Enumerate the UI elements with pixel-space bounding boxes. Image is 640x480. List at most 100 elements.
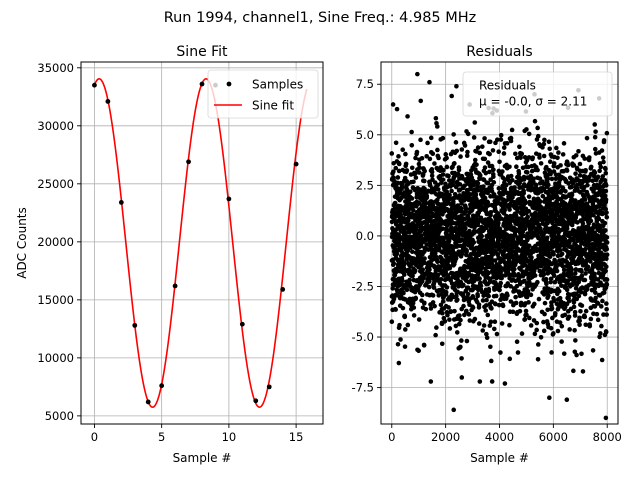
residual-point (420, 267, 426, 272)
residual-point (434, 124, 440, 129)
residual-point (398, 337, 403, 342)
residual-point (603, 228, 608, 233)
residual-point (572, 309, 578, 315)
x-tick-label: 4000 (485, 430, 514, 444)
residual-point (524, 294, 530, 300)
residual-point (507, 356, 513, 362)
residual-point (482, 165, 488, 170)
residual-point (604, 252, 610, 258)
sample-point (253, 398, 259, 404)
residual-point (604, 307, 609, 312)
residual-point (561, 141, 567, 146)
residual-point (573, 285, 579, 291)
residual-point (400, 278, 405, 284)
residual-point (465, 291, 471, 297)
residual-point (422, 256, 427, 261)
residual-point (535, 279, 540, 285)
sample-point (145, 399, 151, 405)
residual-point (453, 323, 459, 329)
residual-point (578, 289, 584, 295)
residual-point (604, 256, 609, 262)
residual-point (555, 328, 561, 334)
residual-point (523, 200, 528, 206)
residual-point (416, 161, 422, 167)
residual-point (592, 122, 598, 127)
residual-point (499, 321, 505, 326)
y-tick-label: 5000 (45, 409, 74, 423)
sine-fit-line (93, 78, 308, 408)
sample-point (199, 81, 205, 87)
residual-point (497, 287, 502, 293)
residual-point (427, 267, 432, 272)
residual-point (402, 344, 408, 349)
legend-label-sine-fit: Sine fit (252, 99, 294, 113)
residual-point (475, 145, 481, 150)
residual-point (604, 301, 609, 306)
residual-point (496, 186, 502, 191)
residual-point (425, 140, 430, 146)
residual-point (532, 331, 538, 337)
residual-point (559, 339, 564, 344)
residual-point (601, 138, 607, 143)
residual-point (423, 306, 429, 312)
residual-point (418, 98, 424, 104)
residual-point (482, 156, 488, 162)
residual-point (465, 149, 470, 155)
residual-point (569, 211, 575, 217)
residual-point (541, 328, 547, 334)
residual-point (512, 266, 517, 272)
residual-point (487, 169, 492, 175)
residual-point (563, 189, 568, 194)
residual-point (458, 317, 463, 323)
residual-point (400, 147, 406, 153)
residual-point (460, 251, 465, 256)
residual-point (430, 247, 436, 253)
residual-point (458, 154, 463, 159)
residual-point (462, 229, 468, 234)
figure-title: Run 1994, channel1, Sine Freq.: 4.985 MH… (164, 10, 477, 26)
residual-point (393, 165, 399, 171)
x-tick-label: 8000 (593, 430, 622, 444)
residual-point (489, 306, 494, 311)
residual-point (412, 268, 418, 273)
residual-point (491, 192, 497, 197)
residual-point (521, 190, 527, 196)
residual-point (603, 197, 609, 203)
residual-point (546, 182, 551, 188)
residual-point (573, 171, 578, 176)
residual-point (577, 161, 583, 167)
residual-point (451, 407, 457, 413)
residual-point (593, 290, 598, 295)
sample-point (172, 283, 178, 289)
sample-point (186, 159, 191, 165)
y-tick-label: 30000 (37, 119, 74, 133)
residual-point (429, 169, 435, 175)
residual-point (554, 268, 560, 274)
residual-point (563, 194, 569, 200)
residual-point (559, 251, 565, 257)
residual-point (476, 302, 482, 307)
residual-point (569, 192, 575, 198)
residual-point (522, 278, 527, 284)
legend-marker-samples (226, 81, 232, 87)
x-axis-label: Sample # (173, 451, 232, 465)
residual-point (508, 299, 514, 304)
residual-point (561, 351, 567, 356)
residual-point (514, 164, 519, 169)
residual-point (574, 352, 579, 358)
residual-point (403, 151, 408, 157)
residual-point (572, 271, 578, 276)
residual-point (579, 351, 584, 357)
residual-point (571, 162, 577, 168)
residual-point (527, 315, 532, 321)
residual-point (599, 357, 605, 363)
residual-point (526, 279, 532, 284)
x-tick-label: 0 (91, 430, 98, 444)
residual-point (485, 203, 491, 208)
residual-point (397, 322, 402, 328)
residual-point (548, 325, 554, 331)
residual-point (564, 397, 570, 403)
residual-point (458, 209, 464, 214)
residual-point (427, 156, 433, 162)
residual-point (471, 178, 476, 184)
